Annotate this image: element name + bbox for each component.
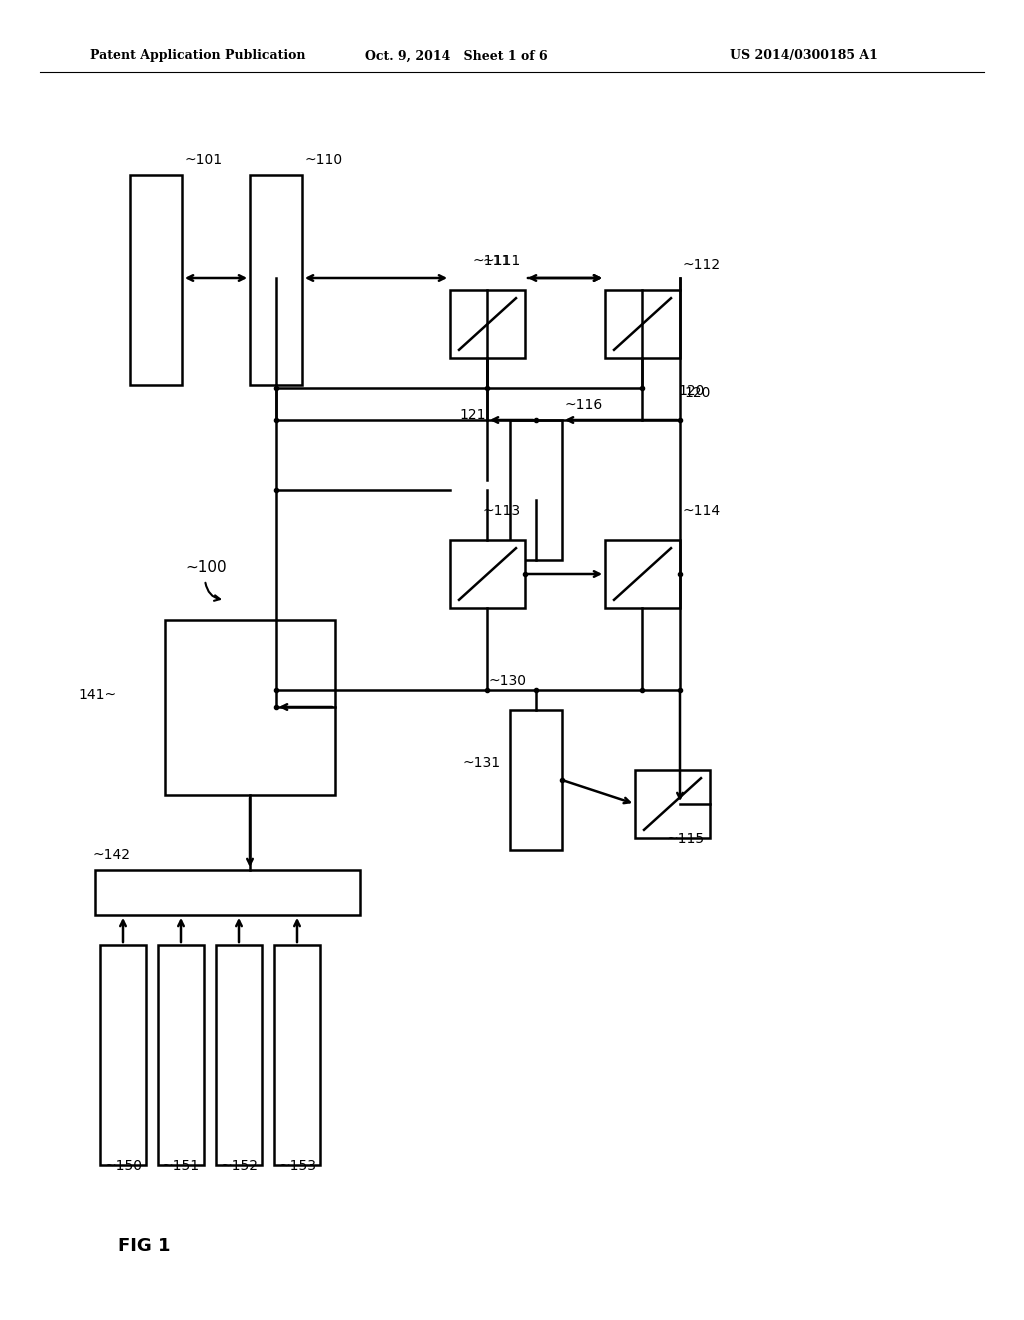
Text: ~115: ~115 bbox=[667, 832, 706, 846]
Bar bbox=[158, 945, 204, 1166]
Text: ~110: ~110 bbox=[304, 153, 342, 168]
Text: ~130: ~130 bbox=[489, 675, 527, 688]
Text: ~151: ~151 bbox=[162, 1159, 200, 1173]
Bar bbox=[274, 945, 319, 1166]
Text: 141~: 141~ bbox=[79, 688, 117, 702]
Text: ~111: ~111 bbox=[482, 253, 520, 268]
Bar bbox=[605, 290, 680, 358]
Bar bbox=[605, 540, 680, 609]
Text: ~114: ~114 bbox=[682, 504, 720, 517]
Text: ~113: ~113 bbox=[482, 504, 520, 517]
Bar bbox=[250, 176, 302, 385]
Text: ~112: ~112 bbox=[682, 257, 720, 272]
Text: ~116: ~116 bbox=[564, 399, 602, 412]
Bar bbox=[450, 540, 525, 609]
Bar bbox=[510, 710, 562, 850]
Text: 120: 120 bbox=[678, 384, 705, 399]
Text: ~100: ~100 bbox=[185, 560, 226, 576]
Text: 120: 120 bbox=[684, 385, 711, 400]
Bar bbox=[130, 176, 182, 385]
Text: US 2014/0300185 A1: US 2014/0300185 A1 bbox=[730, 49, 878, 62]
Text: FIG 1: FIG 1 bbox=[118, 1237, 171, 1255]
Text: ~142: ~142 bbox=[93, 847, 131, 862]
Text: ~153: ~153 bbox=[278, 1159, 316, 1173]
Text: ~150: ~150 bbox=[104, 1159, 142, 1173]
Text: ~101: ~101 bbox=[184, 153, 222, 168]
Bar bbox=[635, 770, 710, 838]
Bar bbox=[95, 870, 360, 915]
Text: ~152: ~152 bbox=[220, 1159, 258, 1173]
Bar bbox=[165, 620, 335, 795]
Text: ~111: ~111 bbox=[472, 253, 510, 268]
Text: ~131: ~131 bbox=[462, 756, 500, 770]
Bar bbox=[510, 420, 562, 560]
Text: Oct. 9, 2014   Sheet 1 of 6: Oct. 9, 2014 Sheet 1 of 6 bbox=[365, 49, 548, 62]
Bar bbox=[450, 290, 525, 358]
Bar bbox=[100, 945, 146, 1166]
Bar bbox=[216, 945, 262, 1166]
Text: Patent Application Publication: Patent Application Publication bbox=[90, 49, 305, 62]
Text: 121: 121 bbox=[459, 408, 485, 422]
